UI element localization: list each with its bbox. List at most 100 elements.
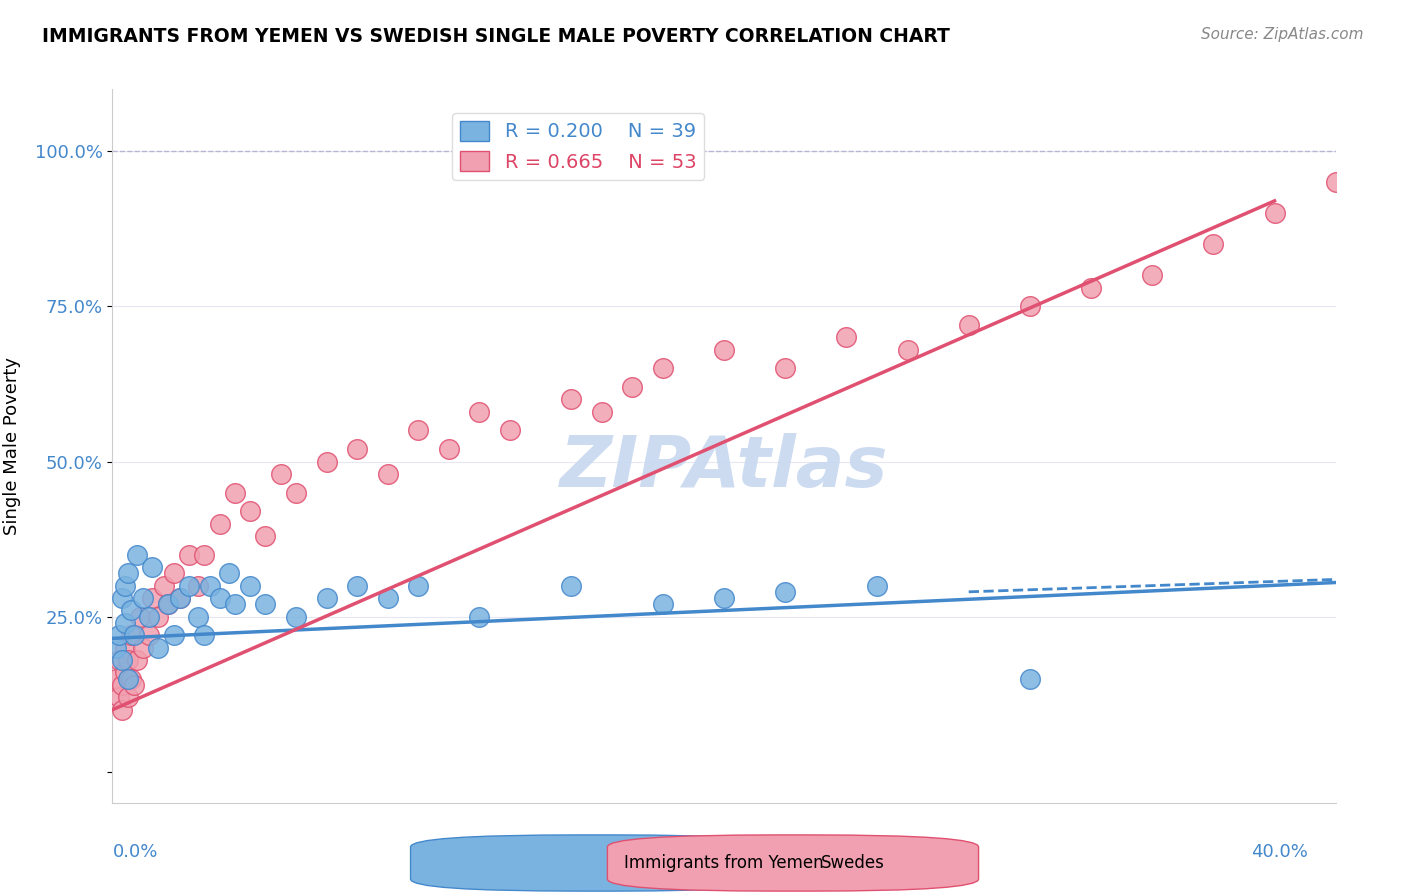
- Point: [621, 380, 644, 394]
- Point: [254, 529, 277, 543]
- Point: [104, 672, 127, 686]
- Point: [107, 628, 129, 642]
- Point: [468, 405, 491, 419]
- Point: [122, 678, 145, 692]
- Point: [835, 330, 858, 344]
- Point: [224, 597, 246, 611]
- Point: [1202, 237, 1225, 252]
- Point: [111, 678, 134, 692]
- Point: [1080, 281, 1102, 295]
- Point: [117, 690, 139, 705]
- Text: 0.0%: 0.0%: [112, 843, 157, 861]
- Text: ZIPAtlas: ZIPAtlas: [560, 433, 889, 502]
- Point: [117, 653, 139, 667]
- Point: [224, 485, 246, 500]
- Point: [897, 343, 920, 357]
- Point: [1018, 299, 1040, 313]
- Point: [377, 591, 399, 605]
- Point: [239, 579, 262, 593]
- Point: [129, 609, 152, 624]
- Point: [957, 318, 980, 332]
- Point: [120, 672, 142, 686]
- Text: Source: ZipAtlas.com: Source: ZipAtlas.com: [1201, 27, 1364, 42]
- Point: [125, 653, 148, 667]
- Y-axis label: Single Male Poverty: Single Male Poverty: [3, 357, 21, 535]
- Point: [713, 591, 735, 605]
- Point: [775, 584, 797, 599]
- Point: [122, 628, 145, 642]
- Point: [437, 442, 460, 456]
- Point: [169, 591, 191, 605]
- Point: [377, 467, 399, 481]
- Point: [114, 665, 136, 680]
- Point: [120, 628, 142, 642]
- Point: [468, 609, 491, 624]
- Point: [132, 591, 155, 605]
- Point: [132, 640, 155, 655]
- Point: [408, 579, 430, 593]
- Point: [1142, 268, 1164, 283]
- Point: [141, 591, 163, 605]
- Point: [1018, 672, 1040, 686]
- Point: [270, 467, 292, 481]
- Point: [208, 516, 231, 531]
- Point: [775, 361, 797, 376]
- Point: [156, 597, 179, 611]
- Point: [713, 343, 735, 357]
- Point: [1324, 175, 1347, 189]
- Point: [141, 560, 163, 574]
- Point: [177, 548, 200, 562]
- Point: [193, 548, 215, 562]
- Point: [652, 597, 675, 611]
- Point: [156, 597, 179, 611]
- Point: [346, 442, 368, 456]
- Point: [114, 579, 136, 593]
- Point: [169, 591, 191, 605]
- Point: [866, 579, 889, 593]
- Point: [104, 640, 127, 655]
- Text: Immigrants from Yemen: Immigrants from Yemen: [624, 854, 824, 872]
- Point: [254, 597, 277, 611]
- Point: [148, 609, 170, 624]
- Point: [125, 548, 148, 562]
- Point: [560, 579, 582, 593]
- Point: [208, 591, 231, 605]
- Point: [652, 361, 675, 376]
- FancyBboxPatch shape: [607, 835, 979, 891]
- Point: [111, 703, 134, 717]
- Point: [163, 628, 186, 642]
- Point: [1264, 206, 1286, 220]
- Point: [148, 640, 170, 655]
- Point: [111, 653, 134, 667]
- Point: [138, 628, 160, 642]
- Point: [187, 579, 209, 593]
- Point: [111, 591, 134, 605]
- Point: [499, 424, 522, 438]
- Point: [107, 690, 129, 705]
- Point: [408, 424, 430, 438]
- Point: [177, 579, 200, 593]
- Point: [153, 579, 176, 593]
- FancyBboxPatch shape: [411, 835, 782, 891]
- Point: [560, 392, 582, 407]
- Point: [315, 454, 337, 468]
- Point: [114, 615, 136, 630]
- Point: [239, 504, 262, 518]
- Legend: R = 0.200    N = 39, R = 0.665    N = 53: R = 0.200 N = 39, R = 0.665 N = 53: [453, 113, 704, 179]
- Point: [284, 609, 308, 624]
- Point: [315, 591, 337, 605]
- Point: [163, 566, 186, 581]
- Point: [193, 628, 215, 642]
- Text: IMMIGRANTS FROM YEMEN VS SWEDISH SINGLE MALE POVERTY CORRELATION CHART: IMMIGRANTS FROM YEMEN VS SWEDISH SINGLE …: [42, 27, 950, 45]
- Point: [107, 653, 129, 667]
- Point: [200, 579, 222, 593]
- Text: 40.0%: 40.0%: [1251, 843, 1308, 861]
- Point: [120, 603, 142, 617]
- Point: [138, 609, 160, 624]
- Point: [284, 485, 308, 500]
- Point: [346, 579, 368, 593]
- Point: [218, 566, 240, 581]
- Point: [187, 609, 209, 624]
- Point: [114, 640, 136, 655]
- Point: [591, 405, 613, 419]
